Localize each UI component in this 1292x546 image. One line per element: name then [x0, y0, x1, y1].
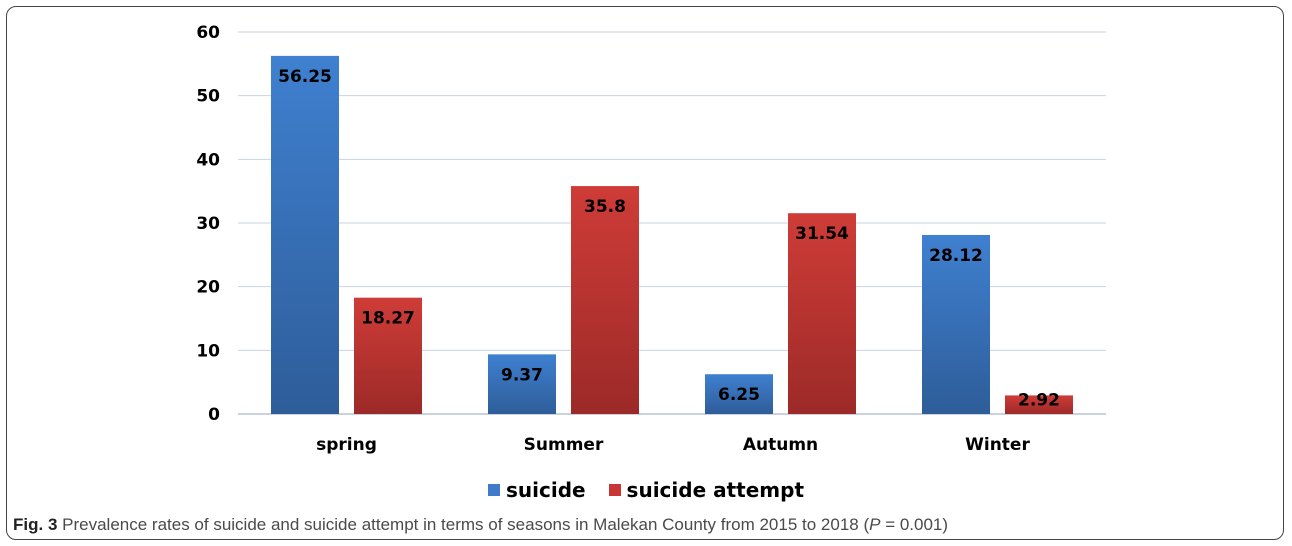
legend-swatch-suicide [487, 484, 500, 496]
x-category-label: Summer [524, 435, 604, 455]
bar-chart: 0 10 20 30 40 50 60 56.25 18.27 9.37 35.8 6.25 31.5… [196, 23, 1106, 455]
data-label: 9.37 [501, 365, 543, 385]
y-tick-label: 30 [196, 214, 220, 234]
data-label: 56.25 [278, 67, 332, 87]
bar-suicide-summer [488, 354, 556, 414]
figure-caption: Fig. 3 Prevalence rates of suicide and s… [13, 515, 948, 535]
legend-label-suicide-attempt: suicide attempt [626, 478, 804, 502]
caption-p-value: = 0.001) [880, 515, 949, 534]
legend: suicide suicide attempt [0, 477, 1292, 502]
y-tick-label: 20 [196, 278, 220, 298]
figure-label: Fig. 3 [13, 515, 58, 534]
data-label: 31.54 [795, 224, 849, 244]
legend-item-suicide-attempt: suicide attempt [608, 478, 804, 502]
caption-p-symbol: P [869, 515, 881, 534]
legend-label-suicide: suicide [505, 478, 586, 502]
caption-text: Prevalence rates of suicide and suicide … [57, 515, 870, 534]
data-labels: 56.25 18.27 9.37 35.8 6.25 31.54 28.12 2.92 [278, 67, 1060, 411]
x-axis-categories: spring Summer Autumn Winter [316, 435, 1030, 455]
data-label: 2.92 [1018, 390, 1060, 410]
y-tick-label: 0 [208, 405, 220, 425]
bar-suicide-attempt-spring [354, 297, 422, 414]
x-category-label: spring [316, 435, 377, 455]
legend-swatch-suicide-attempt [608, 484, 621, 496]
bar-suicide-attempt-winter [1005, 395, 1073, 414]
bar-suicide-attempt-autumn [788, 213, 856, 414]
y-tick-label: 60 [196, 23, 220, 43]
x-category-label: Winter [965, 435, 1030, 455]
y-axis-ticks: 0 10 20 30 40 50 60 [196, 23, 220, 425]
y-tick-label: 50 [196, 87, 220, 107]
data-label: 28.12 [929, 246, 983, 266]
data-label: 35.8 [584, 197, 626, 217]
bars [271, 55, 1073, 414]
bar-suicide-winter [922, 234, 990, 414]
legend-item-suicide: suicide [487, 478, 586, 502]
data-label: 18.27 [361, 309, 415, 329]
bar-suicide-spring [271, 55, 339, 414]
y-tick-label: 40 [196, 150, 220, 170]
bar-suicide-autumn [705, 374, 773, 414]
y-tick-label: 10 [196, 341, 220, 361]
x-category-label: Autumn [743, 435, 818, 455]
data-label: 6.25 [718, 385, 760, 405]
figure-frame [6, 6, 1284, 540]
bar-suicide-attempt-summer [571, 186, 639, 414]
